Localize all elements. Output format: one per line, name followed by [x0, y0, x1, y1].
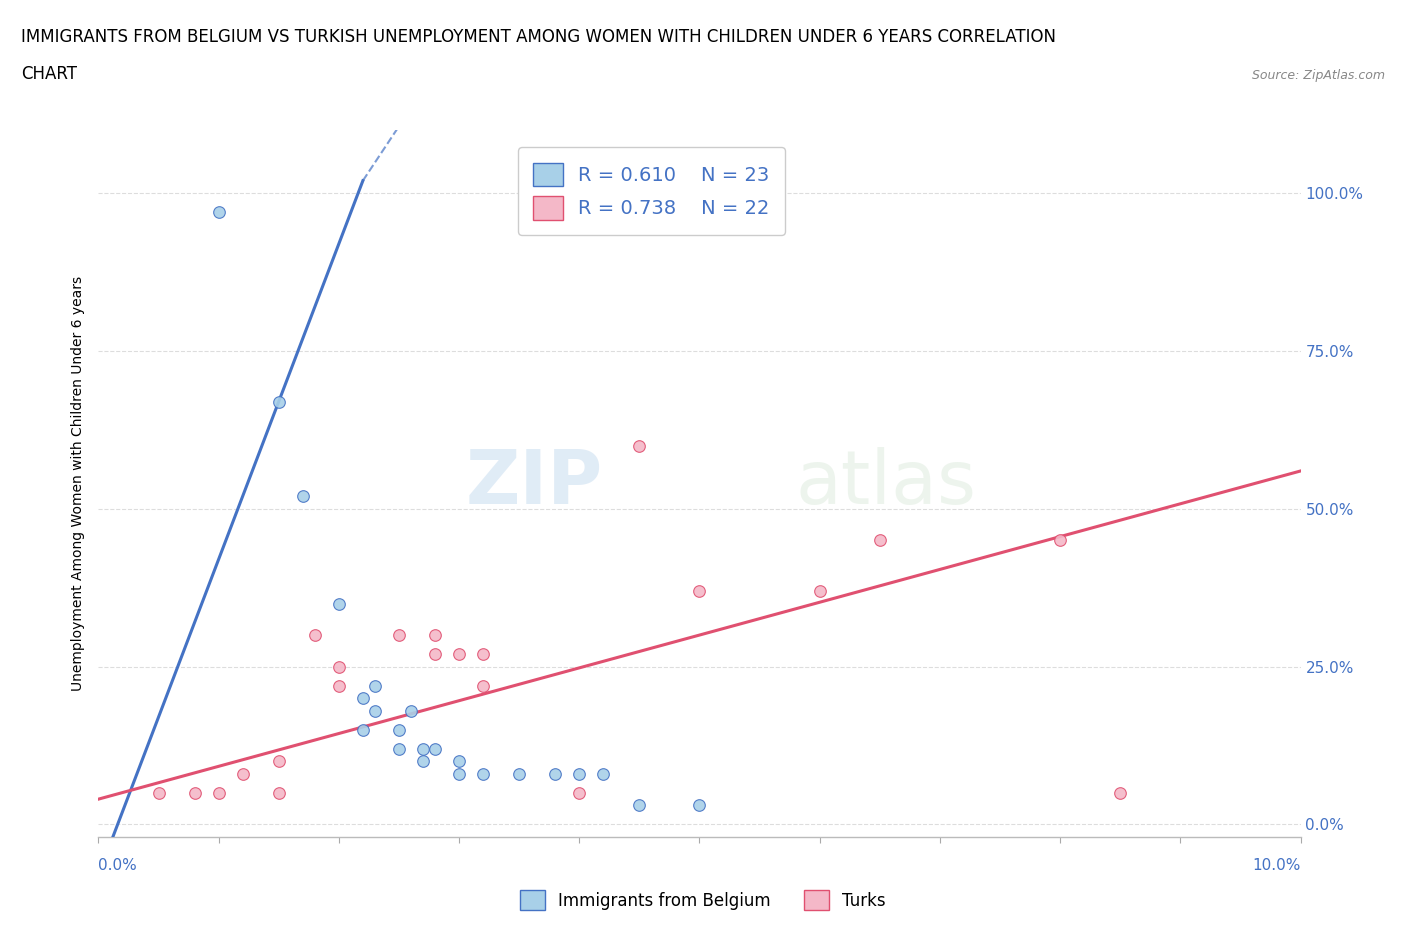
Point	[447, 766, 470, 781]
Legend: R = 0.610    N = 23, R = 0.738    N = 22: R = 0.610 N = 23, R = 0.738 N = 22	[517, 147, 785, 235]
Point	[472, 766, 495, 781]
Text: 0.0%: 0.0%	[98, 857, 138, 872]
Point	[628, 438, 651, 453]
Point	[423, 628, 446, 643]
Point	[267, 785, 290, 800]
Point	[208, 785, 231, 800]
Point	[472, 678, 495, 693]
Text: Source: ZipAtlas.com: Source: ZipAtlas.com	[1251, 69, 1385, 82]
Legend: Immigrants from Belgium, Turks: Immigrants from Belgium, Turks	[513, 884, 893, 917]
Point	[447, 754, 470, 769]
Point	[304, 628, 326, 643]
Point	[592, 766, 614, 781]
Point	[628, 798, 651, 813]
Point	[388, 741, 411, 756]
Text: 10.0%: 10.0%	[1253, 857, 1301, 872]
Point	[808, 583, 831, 598]
Point	[1109, 785, 1132, 800]
Point	[688, 798, 710, 813]
Point	[267, 754, 290, 769]
Point	[328, 596, 350, 611]
Point	[364, 678, 387, 693]
Point	[568, 785, 591, 800]
Point	[472, 646, 495, 661]
Point	[183, 785, 205, 800]
Text: CHART: CHART	[21, 65, 77, 83]
Text: atlas: atlas	[796, 447, 977, 520]
Point	[568, 766, 591, 781]
Point	[208, 205, 231, 219]
Text: ZIP: ZIP	[465, 447, 603, 520]
Point	[869, 533, 891, 548]
Point	[364, 703, 387, 718]
Point	[388, 723, 411, 737]
Point	[232, 766, 254, 781]
Point	[267, 394, 290, 409]
Point	[412, 754, 434, 769]
Point	[688, 583, 710, 598]
Point	[423, 646, 446, 661]
Point	[388, 628, 411, 643]
Point	[291, 489, 314, 504]
Point	[328, 678, 350, 693]
Point	[148, 785, 170, 800]
Point	[328, 659, 350, 674]
Point	[447, 646, 470, 661]
Point	[508, 766, 530, 781]
Point	[352, 723, 374, 737]
Point	[399, 703, 422, 718]
Y-axis label: Unemployment Among Women with Children Under 6 years: Unemployment Among Women with Children U…	[70, 276, 84, 691]
Text: IMMIGRANTS FROM BELGIUM VS TURKISH UNEMPLOYMENT AMONG WOMEN WITH CHILDREN UNDER : IMMIGRANTS FROM BELGIUM VS TURKISH UNEMP…	[21, 28, 1056, 46]
Point	[352, 691, 374, 706]
Point	[412, 741, 434, 756]
Point	[544, 766, 567, 781]
Point	[423, 741, 446, 756]
Point	[1049, 533, 1071, 548]
